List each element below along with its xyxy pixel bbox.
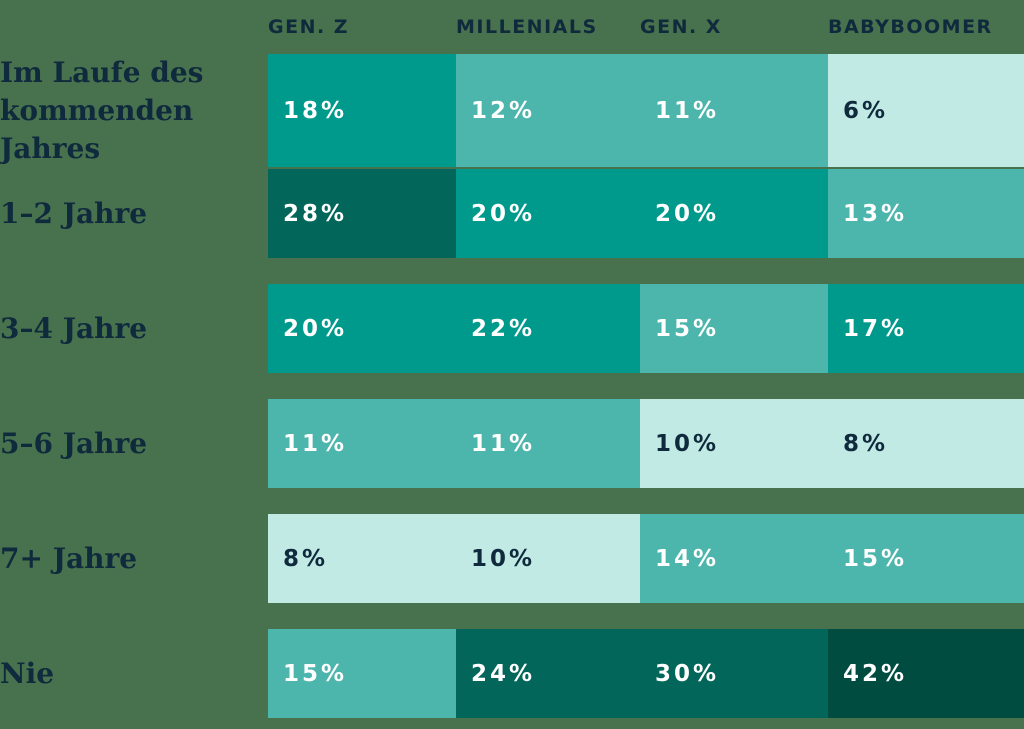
chart-row: Im Laufe des kommenden Jahres 18% 12% 11% 6% [0, 54, 1024, 168]
row-label: Im Laufe des kommenden Jahres [0, 56, 204, 165]
value-cell: 10% [456, 514, 640, 603]
value-cell: 11% [456, 399, 640, 488]
value-cell: 15% [640, 284, 828, 373]
column-header-gen-z: GEN. Z [268, 16, 350, 38]
value-cell: 20% [268, 284, 456, 373]
row-label: 3–4 Jahre [0, 311, 148, 345]
value-cell: 18% [268, 54, 456, 168]
column-header-row: GEN. Z MILLENIALS GEN. X BABYBOOMER [0, 0, 1024, 54]
row-label: 5–6 Jahre [0, 426, 148, 460]
value-cell: 14% [640, 514, 828, 603]
column-header-millenials: MILLENIALS [456, 16, 598, 38]
chart-row: 1–2 Jahre 28% 20% 20% 13% [0, 169, 1024, 258]
value-cell: 15% [268, 629, 456, 718]
value-cell: 12% [456, 54, 640, 168]
value-cell: 8% [268, 514, 456, 603]
value-cell: 10% [640, 399, 828, 488]
chart-rows: Im Laufe des kommenden Jahres 18% 12% 11% 6%… [0, 54, 1024, 718]
value-cell: 22% [456, 284, 640, 373]
row-label: 1–2 Jahre [0, 196, 148, 230]
value-cell: 20% [640, 169, 828, 258]
chart-row: 3–4 Jahre 20% 22% 15% 17% [0, 284, 1024, 373]
value-cell: 15% [828, 514, 1024, 603]
value-cell: 30% [640, 629, 828, 718]
value-cell: 13% [828, 169, 1024, 258]
column-header-gen-x: GEN. X [640, 16, 722, 38]
value-cell: 8% [828, 399, 1024, 488]
chart-row: 5–6 Jahre 11% 11% 10% 8% [0, 399, 1024, 488]
value-cell: 28% [268, 169, 456, 258]
chart-row: Nie 15% 24% 30% 42% [0, 629, 1024, 718]
chart-row: 7+ Jahre 8% 10% 14% 15% [0, 514, 1024, 603]
value-cell: 24% [456, 629, 640, 718]
column-header-babyboomer: BABYBOOMER [828, 16, 993, 38]
value-cell: 17% [828, 284, 1024, 373]
value-cell: 11% [268, 399, 456, 488]
value-cell: 42% [828, 629, 1024, 718]
value-cell: 11% [640, 54, 828, 168]
row-label: Nie [0, 656, 55, 690]
value-cell: 6% [828, 54, 1024, 168]
value-cell: 20% [456, 169, 640, 258]
row-label: 7+ Jahre [0, 541, 138, 575]
